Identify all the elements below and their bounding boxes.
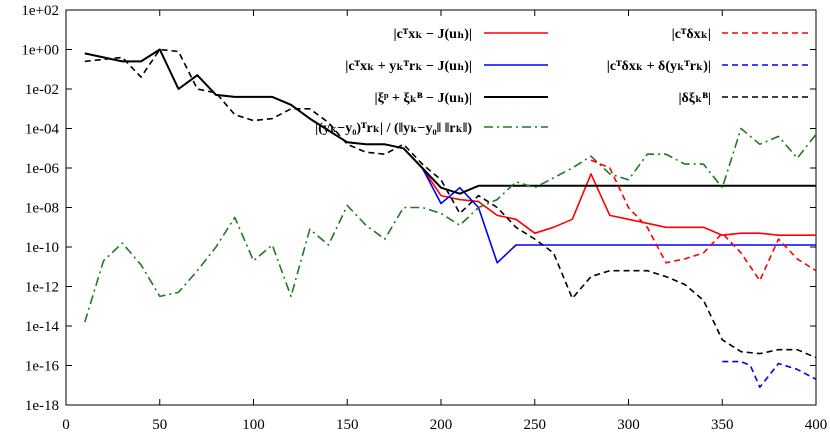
y-tick-label: 1e-10 [25,240,59,256]
x-tick-label: 200 [430,417,453,433]
x-tick-label: 250 [524,417,547,433]
y-tick-label: 1e-04 [25,122,60,138]
x-tick-label: 150 [336,417,359,433]
y-tick-label: 1e-12 [25,280,59,296]
legend-label: |cᵀδxₖ + δ(yₖᵀrₖ)| [607,59,711,74]
axis-ticks: 0 50 100 150 200 250 300 350 400 1e+02 1e+00 1e-02 1… [21,3,827,433]
series-line-1 [421,167,816,264]
legend-label: |cᵀxₖ + yₖᵀrₖ − J(uₕ)| [345,59,472,74]
y-tick-label: 1e-08 [25,201,59,217]
legend-label: |cᵀxₖ − J(uₕ)| [394,27,473,42]
legend-label: |(yₖ−y₀)ᵀrₖ| / (‖yₖ−y₀‖ ‖rₖ‖) [315,121,472,136]
series-line-2 [84,48,816,195]
x-tick-label: 400 [805,417,828,433]
y-tick-label: 1e+00 [21,43,59,59]
y-tick-label: 1e-14 [25,319,60,335]
x-tick-label: 350 [711,417,734,433]
legend: |cᵀxₖ − J(uₕ)| |cᵀxₖ + yₖᵀrₖ − J(uₕ)| |ξᵖ … [315,27,808,136]
x-tick-label: 300 [617,417,640,433]
series-layer [84,48,816,389]
series-line-5 [722,360,816,389]
x-tick-label: 0 [62,417,70,433]
legend-label: |cᵀδxₖ| [672,27,711,42]
y-tick-label: 1e-02 [25,82,59,98]
y-tick-label: 1e-18 [25,398,59,414]
legend-label: |ξᵖ + ξₖᴮ − J(uₕ)| [375,91,472,106]
series-line-3 [84,127,816,323]
legend-label: |δξₖᴮ| [678,91,711,106]
y-tick-label: 1e+02 [21,3,59,19]
y-tick-label: 1e-06 [25,161,60,177]
x-tick-label: 50 [152,417,167,433]
y-tick-label: 1e-16 [25,359,60,375]
x-tick-label: 100 [242,417,265,433]
